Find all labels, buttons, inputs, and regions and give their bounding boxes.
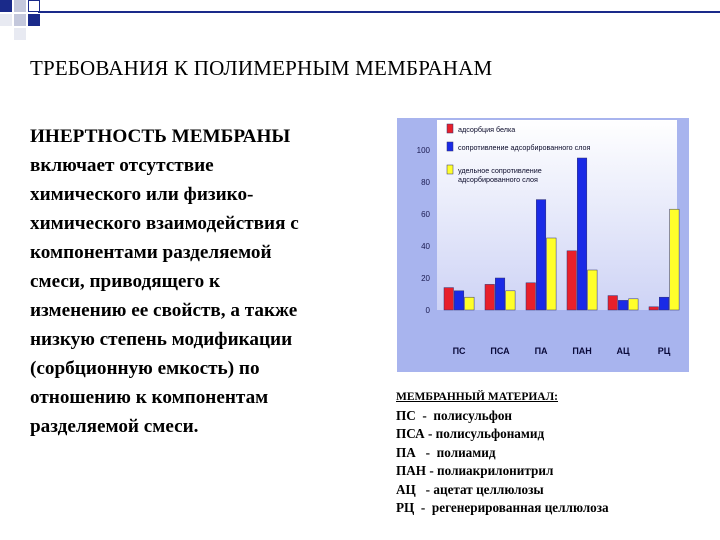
- legend-abbr: РЦ: [396, 500, 415, 515]
- x-tick-label: ПСА: [490, 346, 510, 356]
- legend-separator: -: [426, 463, 438, 478]
- legend-abbr: ПА: [396, 444, 416, 460]
- bar-ПСА-series-1: [484, 284, 495, 311]
- legend-abbr: ПС: [396, 407, 416, 423]
- bar-ПСА-series-2: [495, 277, 506, 311]
- bar-chart: 0 20 40 60 80 100 ПС ПСА ПА ПАН АЦ РЦ адсорбция белк…: [397, 118, 689, 372]
- legend-row: ПС - полисульфон: [396, 407, 609, 426]
- body-line: химического взаимодействия с: [30, 213, 299, 234]
- legend-abbr: АЦ: [396, 481, 416, 497]
- bar-АЦ-series-1: [607, 295, 618, 311]
- body-line: разделяемой смеси.: [30, 416, 199, 437]
- legend-material-name: регенерированная целлюлоза: [431, 500, 609, 515]
- bar-АЦ-series-3: [628, 298, 639, 311]
- legend-abbr: ПСА: [396, 426, 425, 441]
- legend-swatch-series-2: [446, 141, 454, 152]
- legend-material-name: полиамид: [436, 444, 496, 460]
- bar-ПАН-series-2: [577, 157, 588, 311]
- bar-ПА-series-1: [525, 282, 536, 311]
- legend-separator: -: [415, 407, 434, 423]
- legend-row: РЦ - регенерированная целлюлоза: [396, 499, 609, 518]
- legend-material-name: ацетат целлюлозы: [433, 481, 544, 497]
- body-line: компонентами разделяемой: [30, 242, 272, 263]
- bar-ПАН-series-3: [587, 269, 598, 311]
- body-line: смеси, приводящего к: [30, 271, 221, 292]
- legend-swatch-series-3: [446, 164, 454, 175]
- legend-material-name: полиакрилонитрил: [437, 463, 554, 478]
- material-legend: МЕМБРАННЫЙ МАТЕРИАЛ: ПС - полисульфон ПСА…: [396, 388, 609, 518]
- bar-ПС-series-2: [454, 290, 465, 311]
- bar-РЦ-series-3: [669, 208, 680, 311]
- bar-ПА-series-3: [546, 237, 557, 311]
- body-line: отношению к компонентам: [30, 387, 269, 408]
- series-legend-label: удельное сопротивление адсорбированного с…: [458, 166, 542, 184]
- legend-separator: -: [414, 500, 432, 515]
- series-legend-label: сопротивление адсорбированного слоя: [458, 143, 591, 152]
- legend-material-name: полисульфон: [433, 407, 513, 423]
- x-tick-label: АЦ: [617, 346, 630, 356]
- legend-separator: -: [424, 426, 436, 441]
- header-rule: [38, 11, 720, 13]
- body-line: химического или физико-: [30, 184, 254, 205]
- bar-АЦ-series-2: [618, 300, 629, 311]
- bar-ПАН-series-1: [566, 250, 577, 311]
- y-tick-label: 0: [426, 306, 431, 315]
- x-tick-label: ПА: [535, 346, 548, 356]
- plot-area: [437, 120, 677, 332]
- legend-separator: -: [415, 481, 434, 497]
- bar-РЦ-series-1: [648, 306, 659, 311]
- body-line: ИНЕРТНОСТЬ МЕМБРАНЫ: [30, 126, 291, 147]
- y-tick-label: 100: [417, 146, 431, 155]
- y-tick-label: 20: [421, 274, 430, 283]
- legend-row: АЦ - ацетат целлюлозы: [396, 481, 609, 500]
- body-line: (сорбционную емкость) по: [30, 358, 260, 379]
- legend-row: ПА - полиамид: [396, 444, 609, 463]
- corner-decoration: [0, 0, 60, 40]
- series-legend-label: адсорбция белка: [458, 125, 515, 134]
- x-tick-label: РЦ: [658, 346, 671, 356]
- x-tick-label: ПС: [453, 346, 466, 356]
- legend-material-name: полисульфонамид: [435, 426, 545, 441]
- bar-РЦ-series-2: [659, 296, 670, 311]
- bar-ПС-series-1: [443, 287, 454, 311]
- y-tick-label: 40: [421, 242, 430, 251]
- bar-ПСА-series-3: [505, 290, 516, 311]
- baseline-band: [437, 310, 677, 332]
- legend-separator: -: [415, 444, 437, 460]
- legend-row: ПСА - полисульфонамид: [396, 425, 609, 444]
- body-line: изменению ее свойств, а также: [30, 300, 298, 321]
- y-tick-label: 60: [421, 210, 430, 219]
- body-line: низкую степень модификации: [30, 329, 293, 350]
- legend-header: МЕМБРАННЫЙ МАТЕРИАЛ:: [396, 391, 559, 403]
- y-tick-label: 80: [421, 178, 430, 187]
- x-tick-label: ПАН: [572, 346, 591, 356]
- bar-ПС-series-3: [464, 296, 475, 311]
- body-line: включает отсутствие: [30, 155, 214, 176]
- legend-row: ПАН - полиакрилонитрил: [396, 462, 609, 481]
- legend-swatch-series-1: [446, 123, 454, 134]
- slide-title: ТРЕБОВАНИЯ К ПОЛИМЕРНЫМ МЕМБРАНАМ: [30, 56, 493, 80]
- body-text: ИНЕРТНОСТЬ МЕМБРАНЫ включает отсутствие хи…: [30, 122, 390, 441]
- bar-ПА-series-2: [536, 199, 547, 311]
- legend-abbr: ПАН: [396, 463, 427, 478]
